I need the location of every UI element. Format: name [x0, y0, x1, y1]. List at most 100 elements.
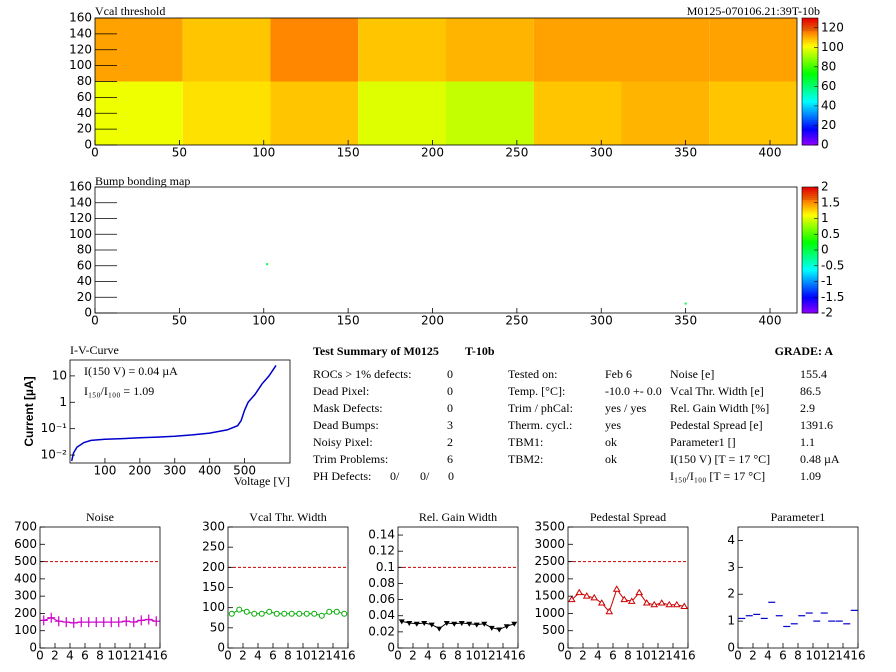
- color-scale-step: [802, 216, 818, 219]
- marker: [642, 599, 651, 606]
- x-tick-label: 4: [764, 649, 772, 663]
- summary-value: 0: [447, 401, 453, 415]
- x-tick-label: 8: [96, 649, 104, 663]
- summary-label: TBM2:: [508, 452, 543, 466]
- marker: [114, 617, 123, 628]
- color-scale-step: [802, 104, 818, 108]
- summary-value: ok: [605, 435, 617, 449]
- y-tick-label: 60: [77, 258, 92, 272]
- heat-cell: [709, 18, 797, 82]
- plot-frame: [227, 526, 349, 649]
- color-scale-step: [802, 210, 818, 213]
- color-scale-step: [802, 142, 818, 146]
- color-scale-step: [802, 266, 818, 270]
- y-tick-label: 160: [69, 11, 92, 25]
- marker: [266, 608, 273, 615]
- color-scale-step: [802, 258, 818, 261]
- y-tick-label: 0: [557, 641, 565, 655]
- color-scale-step: [802, 235, 818, 238]
- z-tick-label: 2: [821, 180, 829, 194]
- heat-cell: [621, 18, 710, 82]
- marker: [311, 610, 318, 617]
- color-scale-step: [802, 254, 818, 257]
- color-scale-step: [802, 92, 818, 95]
- color-scale-step: [802, 279, 818, 282]
- color-scale-step: [802, 220, 818, 224]
- series-line: [231, 609, 345, 617]
- x-tick-label: 0: [224, 649, 232, 663]
- y-tick-label: 3500: [534, 520, 565, 534]
- plot-frame: [39, 526, 161, 649]
- y-tick-label: 4: [727, 533, 735, 547]
- color-scale-step: [802, 41, 818, 44]
- summary-label: Trim / phCal:: [508, 401, 573, 415]
- chart-title: Pedestal Spread: [590, 510, 666, 524]
- marker: [273, 610, 280, 617]
- color-scale-step: [802, 189, 818, 192]
- x-tick-label: 10: [295, 649, 310, 663]
- z-tick-label: 0: [821, 243, 829, 257]
- z-tick-label: -0.5: [821, 258, 844, 272]
- x-tick-label: 10: [107, 649, 122, 663]
- heat-cell: [533, 18, 622, 82]
- color-scale-step: [802, 283, 818, 287]
- heat-cell: [533, 81, 622, 145]
- color-scale-step: [802, 58, 818, 61]
- z-tick-label: 40: [821, 98, 836, 112]
- y-tick-label: 0: [217, 641, 225, 655]
- color-scale-step: [802, 51, 818, 55]
- marker: [318, 612, 325, 619]
- color-scale-step: [802, 98, 818, 102]
- color-scale-step: [802, 66, 818, 70]
- x-tick-label: 400: [759, 146, 782, 160]
- marker: [458, 620, 465, 626]
- color-scale-step: [802, 300, 818, 303]
- x-tick-label: 4: [254, 649, 262, 663]
- color-scale-step: [802, 125, 818, 129]
- summary-value: 2.9: [800, 401, 815, 415]
- marker: [473, 622, 480, 628]
- marker: [69, 617, 78, 628]
- iv-curve: [70, 364, 277, 462]
- x-tick-label: 0: [36, 649, 44, 663]
- color-scale-step: [802, 26, 818, 30]
- x-tick-label: 14: [835, 649, 850, 663]
- marker: [657, 599, 666, 606]
- x-tick-label: 16: [152, 649, 167, 663]
- color-scale-step: [802, 28, 818, 32]
- y-tick-label: 0.08: [368, 576, 395, 590]
- marker: [326, 608, 333, 615]
- summary-label: Rel. Gain Width [%]: [670, 401, 769, 415]
- x-tick-label: 2: [239, 649, 247, 663]
- y-tick-label: 150: [202, 580, 225, 594]
- y-tick-label: 2000: [534, 571, 565, 585]
- x-tick-label: 150: [337, 146, 360, 160]
- summary-label: ROCs > 1% defects:: [313, 367, 411, 381]
- x-tick-label: 6: [439, 649, 447, 663]
- marker: [236, 606, 243, 613]
- color-scale-step: [802, 53, 818, 57]
- color-scale-step: [802, 136, 818, 140]
- marker: [481, 621, 488, 627]
- summary-label: Pedestal Spread [e]: [670, 418, 763, 432]
- summary-label: Noisy Pixel:: [313, 435, 373, 449]
- x-tick-label: 16: [680, 649, 695, 663]
- color-scale-step: [802, 191, 818, 194]
- y-tick-label: 100: [69, 227, 92, 241]
- x-tick-label: 12: [122, 649, 137, 663]
- y-tick-label: 120: [69, 42, 92, 56]
- color-scale-step: [802, 89, 818, 93]
- marker: [590, 593, 599, 601]
- color-scale-step: [802, 34, 818, 38]
- marker: [62, 617, 71, 628]
- marker: [281, 610, 288, 617]
- heat-cell: [446, 81, 534, 145]
- y-tick-label: 300: [14, 589, 37, 603]
- marker: [107, 617, 116, 628]
- color-scale-step: [802, 201, 818, 205]
- x-tick-label: 250: [505, 314, 528, 328]
- y-tick-label: 100: [14, 623, 37, 637]
- color-scale-step: [802, 239, 818, 243]
- y-tick-label: 0.02: [368, 624, 395, 638]
- module-type: T-10b: [465, 344, 495, 358]
